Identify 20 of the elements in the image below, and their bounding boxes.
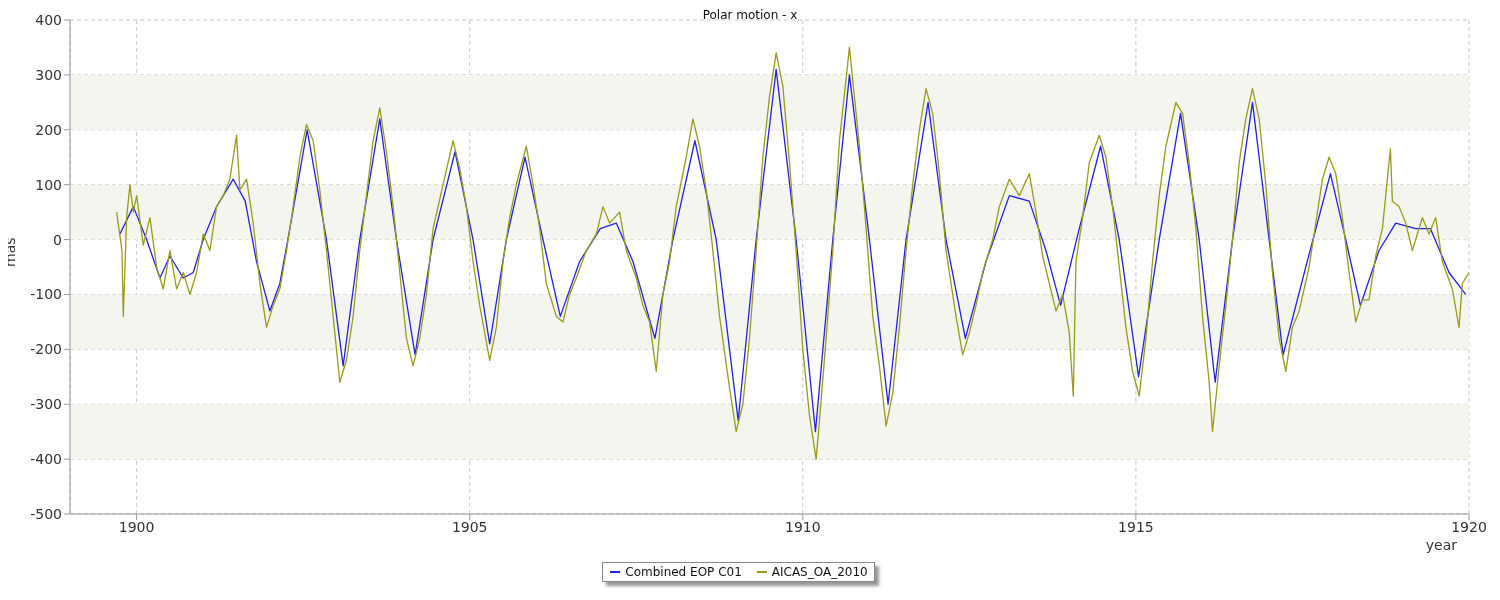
x-tick-label: 1905 — [451, 518, 488, 535]
chart-title: Polar motion - x — [702, 8, 798, 22]
y-tick-label: 0 — [53, 231, 62, 248]
y-tick-label: 100 — [35, 176, 62, 193]
x-axis-title: year — [1425, 537, 1458, 553]
legend-label: Combined EOP C01 — [625, 565, 742, 579]
y-tick-label: -500 — [30, 505, 62, 522]
x-tick-label: 1900 — [118, 518, 155, 535]
y-axis-title: mas — [1, 237, 18, 267]
legend-label: AICAS_OA_2010 — [771, 565, 868, 579]
y-tick-label: 400 — [35, 11, 62, 28]
y-tick-label: -100 — [30, 286, 62, 303]
y-tick-label: -200 — [30, 341, 62, 358]
x-tick-label: 1915 — [1118, 518, 1154, 535]
x-tick-label: 1920 — [1451, 518, 1487, 535]
y-tick-label: -300 — [30, 396, 62, 413]
y-tick-label: 200 — [35, 121, 62, 138]
y-tick-label: -400 — [30, 451, 62, 468]
x-tick-label: 1910 — [784, 518, 821, 535]
y-tick-label: 300 — [35, 66, 62, 83]
